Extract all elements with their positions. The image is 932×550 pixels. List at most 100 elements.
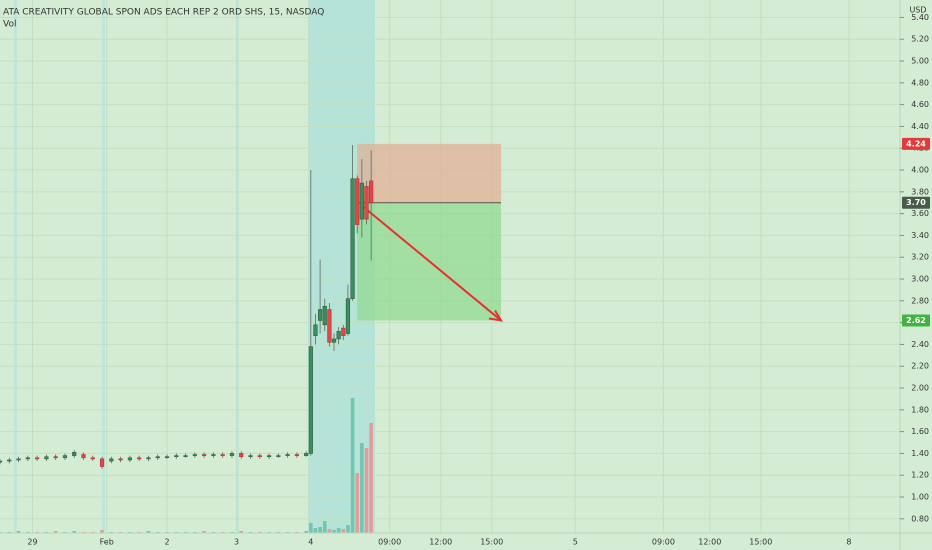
- volume-label: Vol: [3, 20, 16, 30]
- candle-body: [350, 178, 355, 299]
- candle-body: [229, 453, 235, 456]
- candle-body: [25, 457, 30, 460]
- y-tick-label: 1.80: [911, 405, 929, 414]
- x-tick-label: 3: [234, 538, 239, 547]
- x-tick-label: 29: [27, 538, 37, 547]
- volume-bar: [100, 530, 104, 533]
- candle-body: [202, 454, 207, 456]
- candle-body: [211, 454, 216, 456]
- candle-body: [192, 454, 197, 456]
- candle-body: [62, 455, 68, 459]
- candle-body: [318, 309, 323, 321]
- volume-bar: [72, 531, 77, 533]
- y-tick-label: 1.20: [911, 471, 929, 480]
- x-tick-label: Feb: [100, 538, 114, 547]
- candle-body: [0, 460, 3, 463]
- stop-zone: [357, 143, 502, 203]
- volume-bar: [346, 525, 350, 533]
- candle-body: [44, 456, 49, 460]
- y-tick-label: 2.20: [911, 362, 929, 371]
- candle-body: [146, 457, 151, 460]
- volume-bar: [350, 398, 355, 533]
- arrow: [362, 205, 502, 322]
- candle-body: [16, 458, 21, 461]
- candle-body: [239, 453, 244, 458]
- volume-bar: [364, 448, 369, 533]
- price-marker: [902, 137, 930, 150]
- candle-body: [327, 309, 332, 343]
- candle-body: [81, 454, 86, 459]
- candle-body: [304, 453, 309, 456]
- price-marker: [902, 196, 930, 209]
- y-tick-label: 5.20: [911, 35, 929, 44]
- y-tick-label: 5.00: [911, 57, 929, 66]
- session-stripe: [102, 0, 105, 533]
- y-tick-label: 3.40: [911, 231, 929, 240]
- y-tick-label: 3.60: [911, 209, 929, 218]
- candle-body: [308, 346, 313, 454]
- y-tick-label: 1.60: [911, 427, 929, 436]
- y-tick-label: 4.80: [911, 78, 929, 87]
- y-tick-label: 0.80: [911, 514, 929, 523]
- volume-bar: [327, 529, 332, 533]
- candles: [0, 144, 374, 469]
- volume-bar: [332, 530, 336, 533]
- candle-body: [331, 338, 337, 343]
- volume-bar: [16, 531, 21, 533]
- y-tick-label: 4.60: [911, 100, 929, 109]
- volume-bar: [304, 531, 308, 533]
- candle-body: [359, 182, 364, 220]
- y-tick-label: 3.80: [911, 187, 929, 196]
- candle-body: [118, 458, 123, 461]
- candle-body: [53, 456, 58, 459]
- candle-body: [266, 455, 272, 458]
- volume-bar: [341, 529, 346, 533]
- candle-body: [72, 452, 77, 456]
- candle-body: [364, 186, 369, 220]
- x-tick-label: 8: [846, 538, 851, 547]
- volume-bar: [309, 523, 313, 533]
- candle-body: [220, 454, 225, 456]
- volume-bar: [322, 521, 327, 533]
- candle-body: [183, 455, 188, 457]
- volume-bar: [336, 528, 341, 533]
- position-tool: [357, 143, 504, 322]
- candle-body: [285, 454, 290, 456]
- volume-bar: [202, 531, 206, 533]
- candle-body: [355, 178, 360, 225]
- candle-body: [322, 305, 327, 326]
- y-tick-label: 1.40: [911, 449, 929, 458]
- candle-body: [174, 455, 179, 458]
- candle-body: [248, 455, 253, 458]
- x-tick-label: 2: [164, 538, 169, 547]
- x-tick-label: 5: [573, 538, 578, 547]
- y-tick-label: 5.40: [911, 13, 929, 22]
- y-tick-label: 1.00: [911, 493, 929, 502]
- y-tick-label: 4.40: [911, 122, 929, 131]
- volume-bar: [355, 473, 360, 533]
- candle-body: [99, 458, 105, 467]
- candle-body: [294, 454, 300, 456]
- volume-bar: [53, 531, 58, 533]
- session-stripe: [14, 0, 17, 533]
- candle-body: [164, 456, 170, 459]
- y-tick-label: 3.20: [911, 253, 929, 262]
- candle-body: [345, 298, 351, 334]
- y-tick-label: 2.00: [911, 384, 929, 393]
- volume-bar: [369, 423, 373, 533]
- x-tick-label: 4: [308, 538, 313, 547]
- candle-body: [35, 457, 40, 460]
- x-tick-label: 15:00: [480, 538, 503, 547]
- candle-body: [313, 324, 318, 337]
- session-stripe: [236, 0, 239, 533]
- x-tick-label: 15:00: [749, 538, 772, 547]
- candle-body: [155, 456, 160, 459]
- price-marker-label: 2.62: [906, 316, 926, 325]
- candle-body: [257, 455, 262, 458]
- y-tick-label: 3.00: [911, 275, 929, 284]
- x-tick-label: 09:00: [652, 538, 675, 547]
- volume-bar: [360, 443, 364, 533]
- volume-bar: [146, 531, 151, 533]
